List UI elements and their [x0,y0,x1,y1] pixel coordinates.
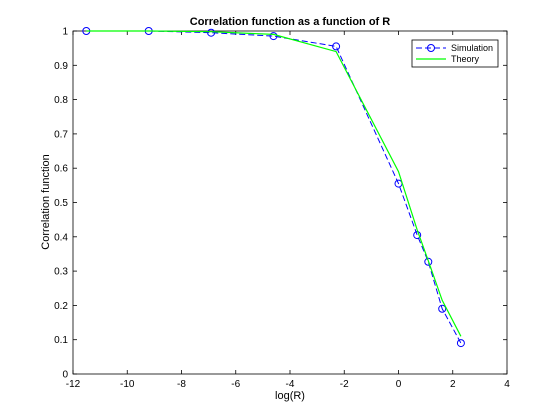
y-tick-label: 0.5 [54,198,68,209]
y-tick-label: 0.2 [54,301,68,312]
x-tick-label: -10 [120,379,135,390]
legend-box [411,39,499,68]
plot-area [72,30,508,375]
y-tick-label: 1 [62,27,68,38]
x-tick-label: 4 [504,379,510,390]
legend-simulation-marker [427,44,435,52]
series-simulation-point [456,339,465,348]
legend-simulation-label: Simulation [451,43,493,53]
series-simulation-point [269,32,278,41]
x-tick-label: 0 [396,379,402,390]
y-tick-label: 0.6 [54,164,68,175]
y-tick-label: 0.1 [54,335,68,346]
y-tick-label: 0.7 [54,129,68,140]
y-tick-label: 0.8 [54,95,68,106]
series-simulation-point [438,304,447,313]
x-tick-label: -4 [286,379,295,390]
series-layer [82,27,465,348]
series-simulation-point [424,257,433,266]
x-tick-label: -12 [66,379,81,390]
series-simulation-point [332,42,341,51]
x-tick-label: 2 [450,379,456,390]
y-tick-label: 0.3 [54,267,68,278]
x-tick-label: -2 [340,379,349,390]
x-axis-label: log(R) [275,390,305,402]
legend-theory-label: Theory [451,54,480,64]
x-tick-label: -8 [177,379,186,390]
ticks-layer: -12 -10 -8 -6 -4 -2 0 2 4 0 0.1 0.2 0.3 0.4 0.5 0.6 0.7 0… [54,27,510,391]
series-simulation-point [207,28,216,37]
y-tick-label: 0.4 [54,232,68,243]
x-tick-label: -6 [231,379,240,390]
legend: Simulation Theory [411,39,499,68]
y-tick-label: 0 [62,370,68,381]
y-axis-label: Correlation function [40,154,52,249]
series-theory-line [86,30,462,337]
y-tick-label: 0.9 [54,61,68,72]
chart-title: Correlation function as a function of R [190,16,391,28]
